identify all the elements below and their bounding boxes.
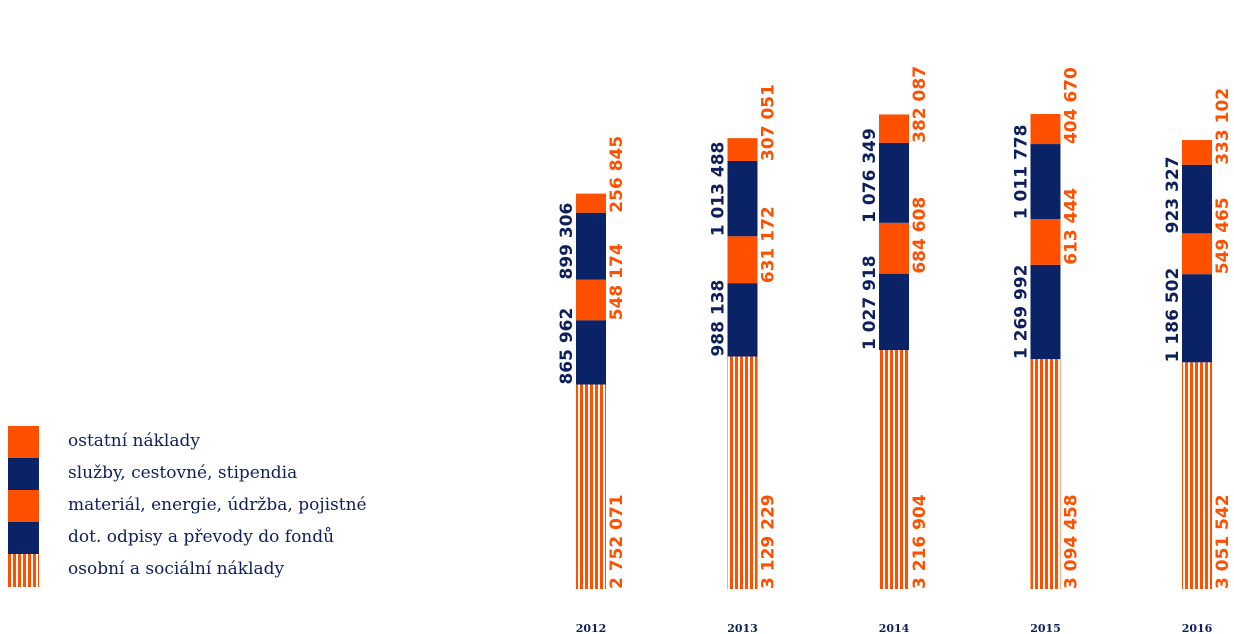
value-label-2012-sluzby-cestovne-stipendia: 899 306	[557, 203, 577, 280]
value-label-2015-dot-odpisy-a-prevody-do-fondu: 1 269 992	[1012, 264, 1032, 359]
value-label-2014-ostatni-naklady: 382 087	[910, 66, 930, 143]
year-label-2012: 2012	[576, 622, 607, 634]
legend-item-ostatni-naklady: ostatní náklady	[8, 426, 428, 459]
value-label-2016-osobni-a-socialni-naklady: 3 051 542	[1213, 494, 1233, 589]
value-label-2014-osobni-a-socialni-naklady: 3 216 904	[910, 494, 930, 589]
bar-segment-2015-ostatni-naklady	[1030, 113, 1061, 145]
value-labels-layer: 2 752 071 865 962 548 174 899 306 256 845 3 1…	[557, 66, 1233, 589]
legend-label: dot. odpisy a převody do fondů	[68, 527, 335, 547]
bar-segment-2016-sluzby-cestovne-stipendia	[1182, 164, 1212, 234]
year-axis: 2012 2013 2014 2015 2016	[576, 622, 1213, 634]
bar-segment-2016-osobni-a-socialni-naklady	[1182, 362, 1212, 589]
legend-swatch-orange	[8, 426, 39, 459]
bar-segment-2015-material-energie-udrzba-pojistne	[1030, 219, 1061, 265]
value-label-2015-sluzby-cestovne-stipendia: 1 011 778	[1012, 125, 1032, 220]
bar-segment-2013-dot-odpisy-a-prevody-do-fondu	[727, 283, 758, 357]
bar-segment-2015-osobni-a-socialni-naklady	[1030, 359, 1061, 589]
legend-swatch-navy	[8, 458, 39, 491]
legend-item-material: materiál, energie, údržba, pojistné	[8, 490, 428, 523]
value-label-2013-osobni-a-socialni-naklady: 3 129 229	[759, 494, 779, 589]
bar-segment-2014-ostatni-naklady	[879, 114, 909, 143]
value-label-2016-sluzby-cestovne-stipendia: 923 327	[1163, 156, 1183, 233]
value-label-2012-material-energie-udrzba-pojistne: 548 174	[607, 243, 627, 320]
legend-label: materiál, energie, údržba, pojistné	[68, 495, 367, 515]
bar-segment-2013-material-energie-udrzba-pojistne	[727, 236, 758, 284]
bar-segment-2015-dot-odpisy-a-prevody-do-fondu	[1030, 264, 1061, 360]
value-label-2013-material-energie-udrzba-pojistne: 631 172	[759, 206, 779, 283]
bar-segment-2014-osobni-a-socialni-naklady	[879, 350, 909, 589]
bar-segment-2016-dot-odpisy-a-prevody-do-fondu	[1182, 274, 1212, 363]
bar-segment-2013-sluzby-cestovne-stipendia	[727, 160, 758, 237]
value-label-2013-dot-odpisy-a-prevody-do-fondu: 988 138	[709, 280, 729, 357]
value-label-2015-osobni-a-socialni-naklady: 3 094 458	[1062, 494, 1082, 589]
bar-segment-2015-sluzby-cestovne-stipendia	[1030, 144, 1061, 220]
value-label-2013-sluzby-cestovne-stipendia: 1 013 488	[709, 142, 729, 237]
legend-swatch-navy	[8, 522, 39, 555]
value-label-2012-osobni-a-socialni-naklady: 2 752 071	[607, 494, 627, 589]
bar-segment-2016-ostatni-naklady	[1182, 140, 1212, 165]
value-label-2012-dot-odpisy-a-prevody-do-fondu: 865 962	[557, 308, 577, 385]
value-label-2016-material-energie-udrzba-pojistne: 549 465	[1213, 197, 1233, 274]
bar-segment-2012-ostatni-naklady	[576, 193, 606, 213]
bar-segment-2012-material-energie-udrzba-pojistne	[576, 279, 606, 321]
year-label-2014: 2014	[879, 622, 910, 634]
legend: ostatní náklady služby, cestovné, stipen…	[8, 426, 428, 587]
year-label-2013: 2013	[727, 622, 758, 634]
year-label-2015: 2015	[1030, 622, 1061, 634]
bar-segment-2012-dot-odpisy-a-prevody-do-fondu	[576, 320, 606, 385]
value-label-2016-ostatni-naklady: 333 102	[1213, 88, 1233, 165]
bar-segment-2013-ostatni-naklady	[727, 138, 758, 161]
value-label-2014-dot-odpisy-a-prevody-do-fondu: 1 027 918	[860, 255, 880, 350]
value-label-2013-ostatni-naklady: 307 051	[759, 84, 779, 161]
legend-item-osobni: osobní a sociální náklady	[8, 554, 428, 587]
legend-item-sluzby: služby, cestovné, stipendia	[8, 458, 428, 491]
value-label-2012-ostatni-naklady: 256 845	[607, 136, 627, 213]
value-label-2014-sluzby-cestovne-stipendia: 1 076 349	[860, 128, 880, 223]
legend-swatch-orange	[8, 490, 39, 523]
value-label-2016-dot-odpisy-a-prevody-do-fondu: 1 186 502	[1163, 268, 1183, 363]
bar-segment-2014-sluzby-cestovne-stipendia	[879, 142, 909, 223]
bar-segment-2013-osobni-a-socialni-naklady	[727, 356, 758, 589]
value-label-2015-material-energie-udrzba-pojistne: 613 444	[1062, 188, 1082, 265]
bar-segment-2012-osobni-a-socialni-naklady	[576, 384, 606, 589]
year-label-2016: 2016	[1182, 622, 1213, 634]
bar-segment-2016-material-energie-udrzba-pojistne	[1182, 233, 1212, 275]
legend-swatch-striped	[8, 554, 39, 587]
value-label-2014-material-energie-udrzba-pojistne: 684 608	[910, 197, 930, 274]
legend-label: služby, cestovné, stipendia	[68, 463, 298, 483]
bar-segment-2014-material-energie-udrzba-pojistne	[879, 222, 909, 274]
bar-segment-2014-dot-odpisy-a-prevody-do-fondu	[879, 273, 909, 351]
value-label-2015-ostatni-naklady: 404 670	[1062, 67, 1082, 144]
legend-label: osobní a sociální náklady	[68, 559, 285, 579]
bars-layer	[576, 113, 1212, 589]
legend-label: ostatní náklady	[68, 431, 200, 451]
legend-item-odpisy: dot. odpisy a převody do fondů	[8, 522, 428, 555]
bar-segment-2012-sluzby-cestovne-stipendia	[576, 212, 606, 280]
